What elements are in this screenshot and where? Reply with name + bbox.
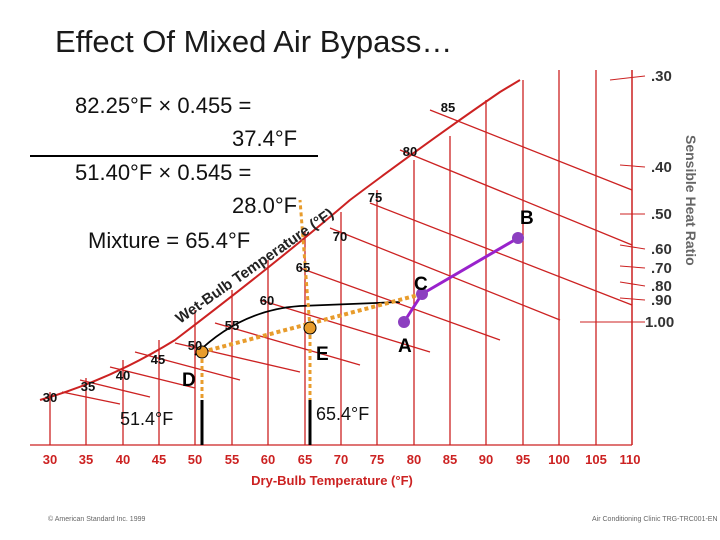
label-a: A: [398, 336, 412, 357]
coil-curve: [194, 301, 401, 356]
wb-tick: 60: [260, 293, 274, 308]
wb-tick: 85: [441, 100, 455, 115]
shr-axis-title: Sensible Heat Ratio: [683, 135, 699, 266]
x-tick: 70: [334, 452, 348, 467]
calc-line-3: 51.40°F × 0.545 =: [75, 160, 252, 185]
point-b: [512, 232, 524, 244]
x-tick: 50: [188, 452, 202, 467]
shr-tick: 1.00: [645, 314, 674, 331]
shr-tick: .30: [651, 68, 672, 85]
label-c: C: [414, 274, 428, 295]
wb-tick: 55: [225, 318, 239, 333]
wet-bulb-grid: [61, 109, 633, 405]
x-tick: 105: [585, 452, 607, 467]
slide-title: Effect Of Mixed Air Bypass…: [55, 24, 453, 59]
calc-line-5: Mixture = 65.4°F: [88, 228, 251, 253]
shr-tick: .40: [651, 159, 672, 176]
label-b: B: [520, 208, 534, 229]
footer-copyright: © American Standard Inc. 1999: [48, 516, 146, 523]
point-e: [303, 321, 317, 335]
x-tick: 40: [116, 452, 130, 467]
wb-tick: 50: [188, 338, 202, 353]
calc-line-4: 28.0°F: [232, 193, 298, 218]
shr-tick: .50: [651, 206, 672, 223]
point-a: [398, 316, 410, 328]
x-axis-title: Dry-Bulb Temperature (°F): [251, 473, 413, 488]
label-e: E: [316, 344, 329, 365]
wb-tick: 70: [333, 229, 347, 244]
process-line-cb: [421, 236, 519, 296]
point-c: [416, 288, 428, 300]
temp-d-label: 51.4°F: [120, 409, 173, 429]
dry-bulb-grid: [49, 70, 633, 445]
calc-line-2: 37.4°F: [232, 126, 298, 151]
wet-bulb-projection: [298, 199, 312, 329]
shr-labels: .30 .40 .50 .60 .70 .80 .90 1.00: [645, 68, 674, 331]
shr-tick: .70: [651, 260, 672, 277]
footer-course: Air Conditioning Clinic TRG-TRC001-EN: [592, 516, 718, 523]
x-tick: 110: [620, 452, 641, 467]
wet-bulb-axis-title: Wet-Bulb Temperature (°F): [173, 205, 337, 327]
x-tick: 60: [261, 452, 275, 467]
shr-scale-lines: [580, 75, 646, 323]
x-tick: 90: [479, 452, 493, 467]
shr-tick: .60: [651, 241, 672, 258]
shr-tick: .80: [651, 278, 672, 295]
wb-tick: 75: [368, 190, 382, 205]
saturation-curve: [39, 79, 521, 401]
x-tick-labels: 30 35 40 45 50 55 60 65 70 75 80 85 90 9…: [43, 452, 641, 467]
wb-tick: 45: [151, 352, 165, 367]
x-tick: 65: [298, 452, 312, 467]
wb-tick: 80: [403, 144, 417, 159]
x-tick: 55: [225, 452, 239, 467]
x-tick: 35: [79, 452, 93, 467]
humidity-grid: [30, 70, 633, 446]
x-tick: 30: [43, 452, 57, 467]
x-tick: 85: [443, 452, 457, 467]
temp-e-label: 65.4°F: [316, 404, 369, 424]
x-tick: 45: [152, 452, 166, 467]
x-tick: 100: [548, 452, 570, 467]
point-d: [195, 345, 209, 359]
x-tick: 75: [370, 452, 384, 467]
wb-tick: 40: [116, 368, 130, 383]
wb-tick: 30: [43, 390, 57, 405]
wb-tick: 65: [296, 260, 310, 275]
shr-tick: .90: [651, 292, 672, 309]
wet-bulb-labels: 30 35 40 45 50 55 60 65 70 75 80 85: [43, 100, 455, 405]
x-tick: 80: [407, 452, 421, 467]
label-d: D: [182, 370, 196, 391]
wb-tick: 35: [81, 379, 95, 394]
calc-line-1: 82.25°F × 0.455 =: [75, 93, 252, 118]
x-tick: 95: [516, 452, 530, 467]
